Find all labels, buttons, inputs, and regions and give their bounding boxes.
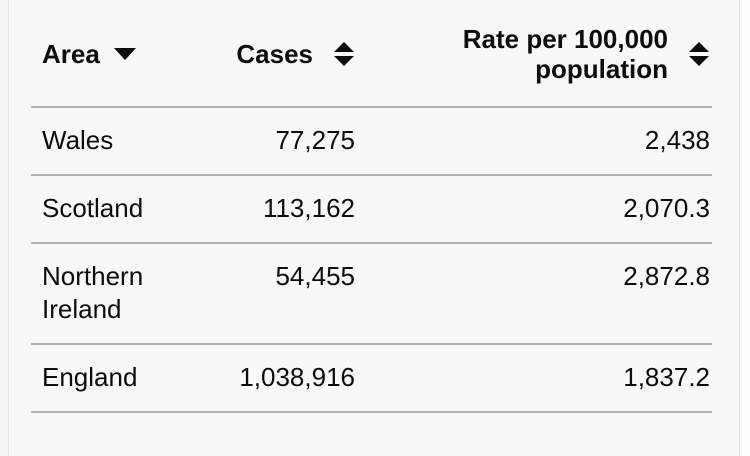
table-row: Northern Ireland 54,455 2,872.8 bbox=[31, 243, 712, 345]
cell-area: England bbox=[31, 344, 181, 413]
cell-cases: 113,162 bbox=[181, 175, 357, 244]
container-right-edge bbox=[739, 0, 750, 456]
column-header-cases[interactable]: Cases bbox=[181, 0, 357, 108]
area-cases-rate-table: Area Cases bbox=[31, 0, 712, 413]
header-row: Area Cases bbox=[31, 0, 712, 108]
cell-cases: 77,275 bbox=[181, 107, 357, 176]
cell-area: Wales bbox=[31, 107, 181, 176]
container-left-edge bbox=[0, 0, 9, 456]
table-row: England 1,038,916 1,837.2 bbox=[31, 344, 712, 413]
table-row: Scotland 113,162 2,070.3 bbox=[31, 175, 712, 244]
cell-rate: 2,872.8 bbox=[357, 243, 712, 345]
cell-rate: 2,070.3 bbox=[357, 175, 712, 244]
cell-cases: 54,455 bbox=[181, 243, 357, 345]
table-header: Area Cases bbox=[31, 0, 712, 108]
cell-rate: 2,438 bbox=[357, 107, 712, 176]
table-row: Wales 77,275 2,438 bbox=[31, 107, 712, 176]
cell-rate: 1,837.2 bbox=[357, 344, 712, 413]
cell-area: Northern Ireland bbox=[31, 243, 181, 345]
table-body: Wales 77,275 2,438 Scotland 113,162 2,07… bbox=[31, 107, 712, 413]
column-header-rate[interactable]: Rate per 100,000 population bbox=[357, 0, 712, 108]
sort-updown-icon[interactable] bbox=[688, 42, 710, 66]
column-header-area[interactable]: Area bbox=[31, 0, 181, 108]
column-header-cases-label: Cases bbox=[236, 39, 313, 69]
column-header-area-label: Area bbox=[42, 39, 100, 69]
cell-area: Scotland bbox=[31, 175, 181, 244]
sort-descending-icon[interactable] bbox=[113, 47, 137, 61]
cell-cases: 1,038,916 bbox=[181, 344, 357, 413]
sort-updown-icon[interactable] bbox=[333, 42, 355, 66]
column-header-rate-label: Rate per 100,000 population bbox=[462, 24, 668, 84]
